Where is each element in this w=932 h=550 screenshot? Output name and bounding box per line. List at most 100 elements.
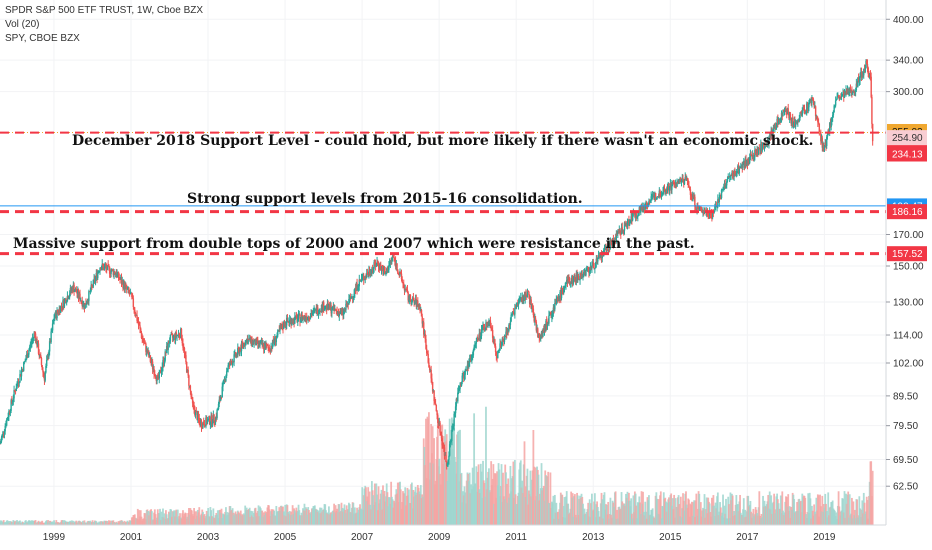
candle-body bbox=[663, 188, 666, 192]
candle-body bbox=[45, 366, 47, 373]
candle-body bbox=[834, 105, 836, 107]
candle-body bbox=[140, 332, 143, 339]
candle-body bbox=[159, 370, 161, 372]
candle-body bbox=[131, 292, 133, 298]
candle-body bbox=[218, 399, 220, 404]
candle-body bbox=[275, 338, 278, 343]
candle-body bbox=[561, 288, 563, 290]
candle-body bbox=[737, 165, 739, 172]
candle-body bbox=[848, 91, 850, 94]
candle-body bbox=[791, 117, 793, 124]
candle-body bbox=[295, 315, 298, 317]
candle-body bbox=[8, 411, 10, 418]
candle-body bbox=[764, 142, 766, 148]
candle-body bbox=[59, 308, 61, 313]
candle-body bbox=[601, 252, 603, 259]
candle-body bbox=[491, 328, 493, 331]
candle-body bbox=[665, 189, 667, 194]
candle-body bbox=[333, 305, 335, 310]
candle-body bbox=[612, 238, 615, 244]
candle-body bbox=[283, 321, 286, 327]
candle-body bbox=[679, 177, 681, 180]
candle-body bbox=[31, 338, 34, 342]
candle-body bbox=[263, 343, 265, 350]
candle-body bbox=[60, 305, 62, 313]
candle-body bbox=[37, 343, 40, 354]
candle-body bbox=[208, 416, 211, 425]
candle-body bbox=[508, 324, 510, 331]
candle-body bbox=[780, 112, 783, 118]
candle-body bbox=[78, 293, 80, 298]
candle-body bbox=[826, 134, 829, 137]
candle-body bbox=[358, 279, 360, 287]
candle-body bbox=[763, 144, 765, 149]
candle-body bbox=[512, 311, 515, 313]
x-tick-label: 2005 bbox=[274, 532, 297, 543]
candle-body bbox=[337, 311, 340, 316]
legend-volume[interactable]: Vol (20) bbox=[5, 19, 40, 30]
candle-body bbox=[479, 333, 481, 339]
candle-body bbox=[165, 346, 168, 353]
candle-body bbox=[650, 196, 652, 200]
candle-body bbox=[734, 170, 736, 175]
candle-body bbox=[469, 357, 472, 360]
candle-body bbox=[426, 348, 428, 354]
legend-compare[interactable]: SPY, CBOE BZX bbox=[5, 33, 80, 44]
volume-bar bbox=[725, 498, 727, 525]
candle-body bbox=[441, 438, 443, 446]
candle-body bbox=[296, 316, 298, 322]
candle-body bbox=[772, 127, 775, 132]
candle-body bbox=[60, 305, 63, 307]
candle-body bbox=[583, 271, 586, 273]
candle-body bbox=[762, 144, 764, 145]
candle-body bbox=[620, 227, 623, 234]
candle-body bbox=[215, 417, 218, 419]
candle-body bbox=[540, 337, 542, 339]
candle-body bbox=[681, 178, 683, 180]
candle-body bbox=[125, 285, 127, 286]
candle-body bbox=[557, 298, 560, 301]
candle-body bbox=[365, 273, 368, 278]
candle-body bbox=[211, 415, 213, 424]
candle-body bbox=[548, 315, 550, 324]
legend-symbol[interactable]: SPDR S&P 500 ETF TRUST, 1W, Cboe BZX bbox=[5, 5, 204, 16]
candle-body bbox=[414, 302, 416, 304]
candle-body bbox=[569, 281, 572, 285]
candle-body bbox=[685, 177, 687, 181]
candle-body bbox=[408, 300, 410, 301]
candle-body bbox=[664, 191, 666, 194]
price-axis[interactable]: 400.00 340.00 300.00 170.00 150.00 130.00 114.… bbox=[885, 0, 924, 525]
candle-body bbox=[635, 213, 638, 218]
candle-body bbox=[141, 338, 143, 339]
candle-body bbox=[244, 344, 246, 346]
candle-body bbox=[656, 196, 658, 200]
volume-bar bbox=[284, 504, 287, 525]
volume-bar bbox=[220, 508, 223, 525]
candle-body bbox=[50, 331, 52, 343]
candle-body bbox=[384, 271, 386, 275]
candle-body bbox=[486, 322, 488, 326]
candle-body bbox=[204, 425, 206, 427]
candle-body bbox=[523, 296, 525, 301]
candle-body bbox=[264, 345, 266, 350]
candle-body bbox=[308, 318, 311, 320]
candle-body bbox=[369, 273, 372, 275]
candle-body bbox=[691, 195, 693, 197]
candle-body bbox=[631, 213, 634, 221]
candle-body bbox=[69, 288, 72, 295]
candle-body bbox=[146, 348, 149, 354]
candle-body bbox=[703, 209, 706, 213]
candle-body bbox=[294, 315, 297, 317]
candle-body bbox=[717, 199, 719, 207]
candle-body bbox=[534, 318, 537, 322]
candle-body bbox=[200, 422, 203, 428]
candle-body bbox=[120, 278, 123, 284]
candle-body bbox=[485, 322, 487, 328]
time-axis[interactable]: 1999 2001 2003 2005 2007 2009 2011 2013 2015 2017… bbox=[0, 524, 886, 543]
candle-body bbox=[637, 212, 640, 216]
volume-bar bbox=[688, 499, 690, 525]
candle-body bbox=[401, 279, 403, 283]
candle-body bbox=[171, 334, 173, 336]
candle-body bbox=[342, 310, 344, 316]
